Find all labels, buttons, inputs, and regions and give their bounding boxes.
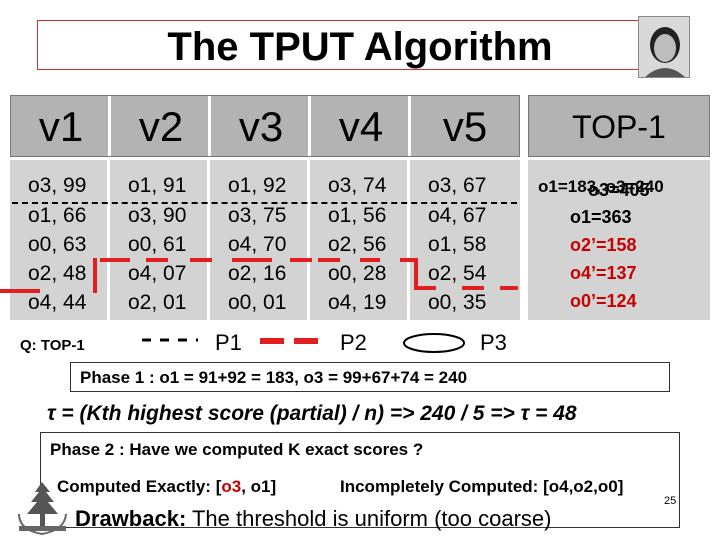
legend-p1-label: P1: [215, 330, 242, 355]
legend-p3-label: P3: [480, 330, 507, 355]
phase2-text: Phase 2 : Have we computed K exact score…: [50, 440, 424, 459]
table-cell: o4, 70: [228, 233, 287, 256]
computed-exactly-text: Computed Exactly: [o3, o1]: [57, 477, 276, 497]
column-divider: [107, 160, 110, 320]
column-header-v1: v1: [38, 103, 84, 150]
top1-header: TOP-1: [528, 95, 710, 157]
author-photo: [638, 16, 690, 78]
top1-phase2-text: o3=405: [588, 180, 650, 200]
column-divider: [208, 96, 211, 156]
slide-title: The TPUT Algorithm: [167, 25, 553, 69]
university-logo: [18, 482, 67, 536]
column-divider: [108, 96, 111, 156]
table-cell: o4, 67: [428, 204, 487, 227]
table-cell: o4, 19: [328, 291, 387, 314]
table-cell: o3, 67: [428, 174, 487, 197]
top1-result: o4’=137: [570, 263, 637, 283]
table-cell: o1, 56: [328, 204, 387, 227]
p1-legend-swatch: [142, 338, 198, 342]
table-cell: o1, 66: [28, 204, 87, 227]
column-divider: [207, 160, 210, 320]
column-header-v3: v3: [238, 103, 284, 150]
top1-result: o1=363: [570, 207, 632, 227]
phase1-box: [70, 362, 670, 392]
computed-exactly-label: Computed Exactly: [: [57, 477, 222, 496]
page-number: 25: [664, 495, 677, 507]
table-cell: o3, 90: [128, 204, 187, 227]
column-header-v5: v5: [442, 103, 488, 150]
table-cell: o1, 58: [428, 233, 487, 256]
column-divider: [408, 96, 411, 156]
table-cell: o4, 07: [128, 262, 187, 285]
table-cell: o1, 92: [228, 174, 287, 197]
p2-legend-swatch: [260, 338, 324, 344]
top1-result: o2’=158: [570, 235, 637, 255]
column-header-v4: v4: [338, 103, 384, 150]
phase1-text: Phase 1 : o1 = 91+92 = 183, o3 = 99+67+7…: [80, 368, 468, 387]
table-cell: o1, 91: [128, 174, 187, 197]
column-divider: [407, 160, 410, 320]
table-cell: o2, 16: [228, 262, 287, 285]
table-cell: o2, 48: [28, 262, 87, 285]
column-header-v2: v2: [138, 103, 184, 150]
table-cell: o0, 63: [28, 233, 87, 256]
table-body: o3, 99 o1, 66 o0, 63 o2, 48 o4, 44 o1, 9…: [10, 160, 520, 320]
table-cell: o0, 28: [328, 262, 387, 285]
table-header-row: v1 v2 v3 v4 v5: [10, 95, 520, 157]
tau-formula: τ = (Kth highest score (partial) / n) =>…: [47, 402, 577, 425]
computed-exactly-rest: , o1]: [241, 477, 277, 496]
top1-phase1-text: o1=183, o3=240: [538, 177, 664, 196]
column-divider: [308, 96, 311, 156]
incompletely-computed-text: Incompletely Computed: [o4,o2,o0]: [340, 477, 624, 496]
top1-result: o0’=124: [570, 291, 637, 311]
table-cell: o3, 75: [228, 204, 287, 227]
table-cell: o3, 74: [328, 174, 387, 197]
table-cell: o2, 54: [428, 262, 487, 285]
drawback-label: Drawback:: [75, 506, 187, 531]
column-divider: [307, 160, 310, 320]
table-cell: o2, 56: [328, 233, 387, 256]
table-cell: o3, 99: [28, 174, 87, 197]
phase2-box: [40, 432, 680, 528]
query-label: Q: TOP-1: [20, 337, 85, 354]
table-cell: o4, 44: [28, 291, 87, 314]
computed-exactly-first: o3: [221, 477, 242, 496]
table-cell: o0, 01: [228, 291, 287, 314]
drawback-body: The threshold is uniform (too coarse): [186, 506, 552, 531]
table-cell: o0, 61: [128, 233, 187, 256]
drawback-text: Drawback: The threshold is uniform (too …: [75, 506, 551, 532]
p1-threshold-line: [12, 202, 517, 204]
top1-body: o1=183, o3=240 o3=405 o1=363 o2’=158 o4’…: [528, 160, 710, 320]
table-cell: o2, 01: [128, 291, 187, 314]
p3-legend-swatch: [403, 333, 465, 353]
table-cell: o0, 35: [428, 291, 487, 314]
legend-p2-label: P2: [340, 330, 367, 355]
